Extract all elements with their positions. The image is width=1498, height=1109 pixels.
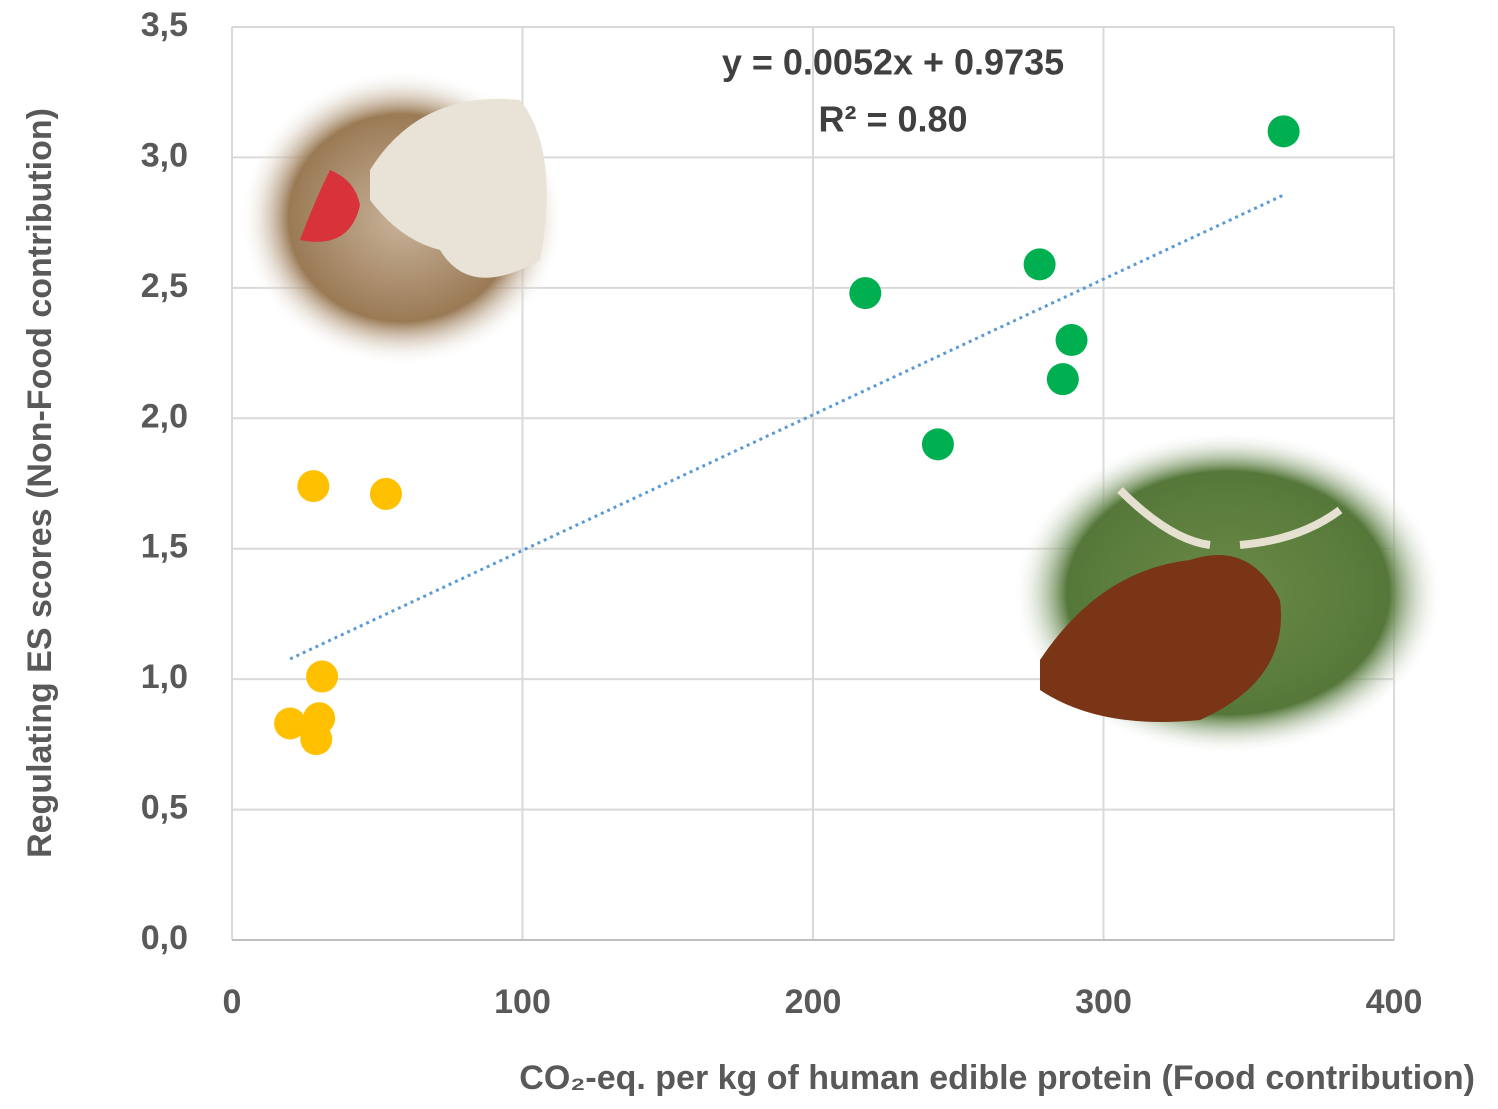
point: [306, 661, 338, 693]
trendline-equation: y = 0.0052x + 0.9735: [722, 42, 1064, 83]
point: [1268, 115, 1300, 147]
y-tick-label: 0,5: [141, 789, 188, 827]
chicken-photo: [240, 70, 564, 366]
y-tick-label: 3,5: [141, 6, 188, 44]
y-tick-label: 0,0: [141, 919, 188, 957]
cow-photo: [1013, 431, 1443, 755]
x-tick-label: 0: [223, 983, 242, 1021]
point: [849, 277, 881, 309]
x-tick-label: 400: [1366, 983, 1423, 1021]
point: [1024, 248, 1056, 280]
x-tick-label: 300: [1075, 983, 1132, 1021]
y-tick-label: 1,0: [141, 658, 188, 696]
y-tick-label: 2,5: [141, 267, 188, 305]
x-tick-label: 200: [785, 983, 842, 1021]
point: [370, 478, 402, 510]
x-axis-label: CO₂-eq. per kg of human edible protein (…: [519, 1059, 1475, 1097]
y-tick-label: 2,0: [141, 397, 188, 435]
point: [922, 428, 954, 460]
y-axis-label: Regulating ES scores (Non-Food contribut…: [21, 108, 59, 858]
point: [300, 723, 332, 755]
trendline-r2: R² = 0.80: [818, 99, 967, 140]
x-tick-label: 100: [494, 983, 551, 1021]
y-tick-label: 1,5: [141, 528, 188, 566]
point: [297, 470, 329, 502]
point: [1047, 363, 1079, 395]
point: [1056, 324, 1088, 356]
y-tick-label: 3,0: [141, 136, 188, 174]
chart: y = 0.0052x + 0.9735 R² = 0.80 CO₂-eq. p…: [0, 0, 1498, 1104]
